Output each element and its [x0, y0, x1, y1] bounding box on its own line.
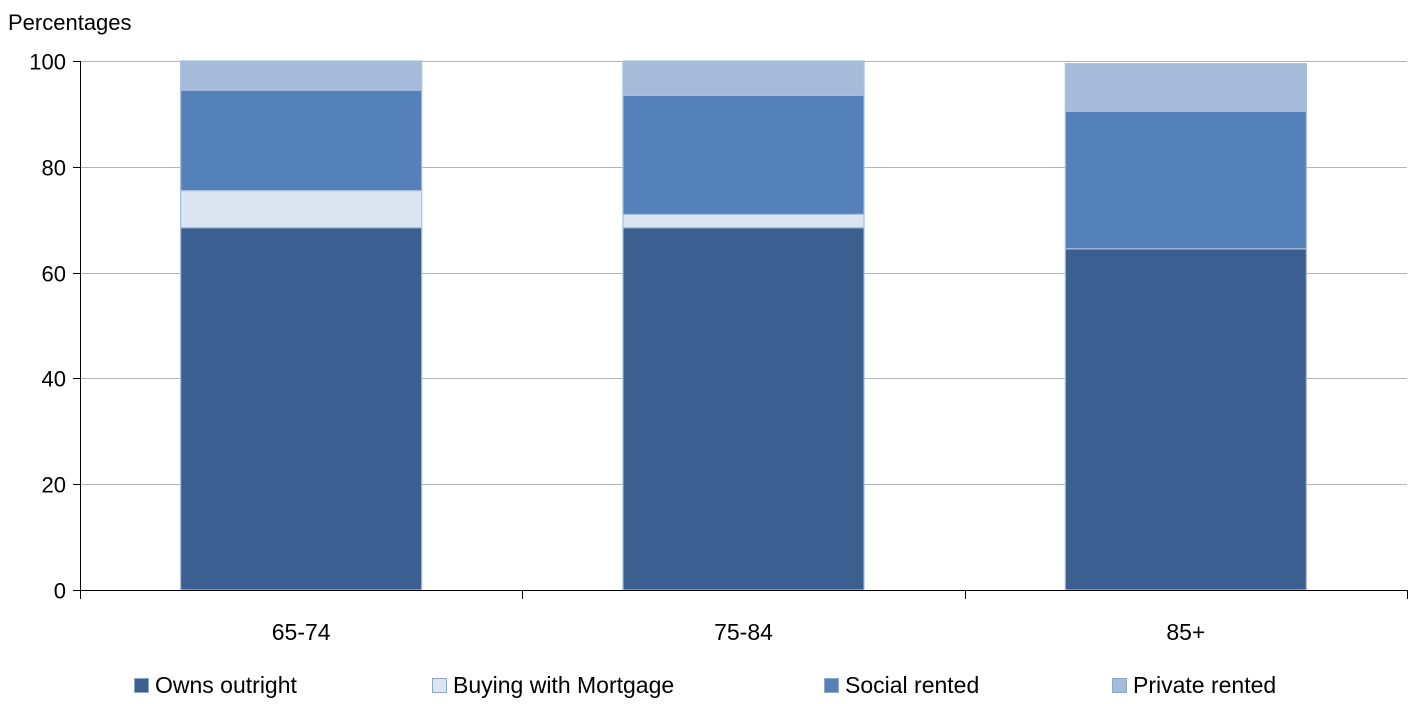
x-tick-label-85: 85+ [1166, 619, 1205, 645]
stacked-bar-chart: 0 20 40 60 80 100 65-74 75-84 85+ [29, 50, 1408, 645]
bar-85-social-rented [1064, 110, 1307, 250]
legend-item-private-rented: Private rented [1112, 672, 1276, 699]
y-tick-label-60: 60 [42, 262, 66, 287]
y-tick-label-40: 40 [42, 367, 66, 392]
axes: 0 20 40 60 80 100 65-74 75-84 85+ [29, 50, 1408, 645]
y-tick-label-100: 100 [29, 50, 66, 75]
bar-75-84-owns-outright [622, 227, 865, 591]
x-tick-label-75-84: 75-84 [714, 619, 773, 645]
legend-item-owns-outright: Owns outright [134, 672, 297, 699]
legend-swatch-owns-outright [134, 678, 149, 693]
bar-75-84-buying-with-mortgage [622, 213, 865, 229]
y-tick-label-80: 80 [42, 156, 66, 181]
bar-65-74-owns-outright [180, 227, 423, 591]
bar-85-private-rented [1064, 63, 1307, 112]
bars [180, 60, 1307, 591]
legend-swatch-private-rented [1112, 678, 1127, 693]
bar-75-84-private-rented [622, 60, 865, 96]
y-tick-label-20: 20 [42, 473, 66, 498]
legend-label-private-rented: Private rented [1133, 672, 1277, 698]
bar-65-74-buying-with-mortgage [180, 190, 423, 229]
bar-65-74-social-rented [180, 89, 423, 192]
legend-swatch-social-rented [824, 678, 839, 693]
bar-75-84-social-rented [622, 94, 865, 216]
legend-item-buying-with-mortgage: Buying with Mortgage [432, 672, 674, 699]
y-axis-unit-label: Percentages [8, 10, 132, 35]
bar-65-74-private-rented [180, 60, 423, 91]
x-tick-label-65-74: 65-74 [272, 619, 331, 645]
legend: Owns outright Buying with Mortgage Socia… [0, 672, 1415, 704]
legend-item-social-rented: Social rented [824, 672, 979, 699]
y-tick-label-0: 0 [54, 579, 66, 604]
legend-label-owns-outright: Owns outright [155, 672, 297, 698]
bar-85-owns-outright [1064, 248, 1307, 591]
legend-label-social-rented: Social rented [845, 672, 980, 698]
legend-label-buying-with-mortgage: Buying with Mortgage [453, 672, 675, 698]
legend-swatch-buying-with-mortgage [432, 678, 447, 693]
